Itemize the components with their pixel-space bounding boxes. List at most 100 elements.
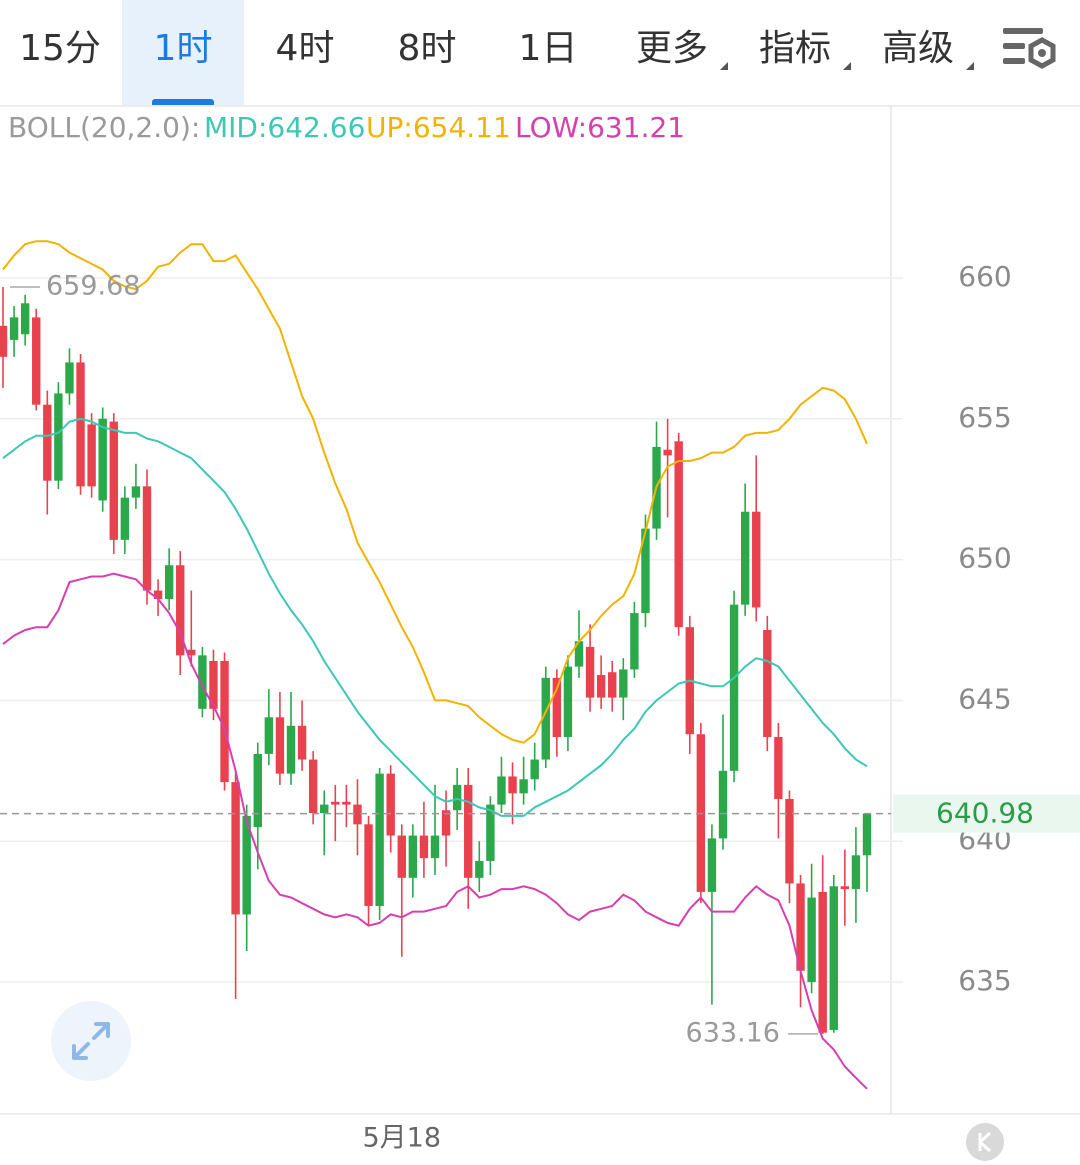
icon-bar bbox=[1003, 58, 1025, 64]
candle-body bbox=[87, 424, 96, 487]
expand-circle bbox=[51, 1001, 131, 1081]
candle-body bbox=[475, 860, 484, 878]
candle-body bbox=[674, 441, 683, 628]
candle-body bbox=[740, 511, 750, 605]
icon-bar bbox=[1003, 43, 1025, 49]
candle-body bbox=[774, 737, 783, 799]
last-price-box bbox=[893, 794, 1080, 833]
y-tick-label: 655 bbox=[958, 401, 1011, 434]
indicator-title: BOLL(20,2.0): bbox=[8, 111, 200, 144]
tab[interactable]: 1日 bbox=[519, 28, 578, 69]
tab[interactable]: 更多 bbox=[636, 28, 708, 69]
y-tick-label: 645 bbox=[958, 682, 1011, 715]
tab[interactable]: 1时 bbox=[154, 28, 213, 69]
candle-body bbox=[796, 883, 805, 971]
candle-body bbox=[752, 511, 761, 608]
candle-body bbox=[120, 497, 130, 540]
candle-body bbox=[574, 641, 584, 667]
tab-dropdown-caret bbox=[720, 62, 728, 70]
candle-body bbox=[264, 717, 274, 754]
tab[interactable]: 8时 bbox=[398, 28, 457, 69]
candle-body bbox=[486, 804, 495, 861]
tab[interactable]: 15分 bbox=[19, 28, 101, 69]
tab-active-bg bbox=[122, 0, 244, 105]
candle-body bbox=[242, 815, 251, 915]
candle-body bbox=[220, 660, 229, 783]
candle-body bbox=[641, 528, 650, 614]
candle-body bbox=[76, 362, 85, 487]
boll-line bbox=[2, 240, 868, 744]
tab[interactable]: 高级 bbox=[882, 28, 954, 69]
candle-body bbox=[65, 362, 74, 394]
candle-body bbox=[187, 649, 196, 656]
icon-bar bbox=[1003, 28, 1043, 34]
icon-dot bbox=[1038, 49, 1046, 57]
candle-body bbox=[807, 897, 816, 983]
k-button[interactable] bbox=[966, 1123, 1004, 1161]
candle-body bbox=[718, 770, 728, 839]
candle-body bbox=[375, 773, 384, 906]
candle-body bbox=[164, 565, 174, 600]
icon-hex bbox=[1028, 37, 1056, 69]
candle-body bbox=[452, 784, 462, 811]
indicator-legend: BOLL(20,2.0): MID:642.66UP:654.11 LOW:631… bbox=[8, 111, 685, 144]
candle-body bbox=[408, 835, 418, 878]
candle-body bbox=[519, 779, 528, 794]
candle-body bbox=[818, 891, 827, 1033]
candle-body bbox=[275, 717, 285, 774]
k-glyph bbox=[978, 1131, 992, 1153]
candle-body bbox=[297, 725, 307, 760]
candle-body bbox=[109, 421, 118, 540]
candle-body bbox=[464, 784, 473, 878]
candle-body bbox=[508, 776, 517, 794]
candle-body bbox=[840, 886, 850, 890]
candle-body bbox=[9, 317, 19, 340]
boll-line bbox=[2, 417, 868, 817]
candle-body bbox=[353, 804, 362, 825]
candle-body bbox=[851, 855, 861, 890]
candle-body bbox=[364, 824, 373, 906]
candle-body bbox=[142, 486, 152, 591]
low-label: 633.16 bbox=[686, 1017, 780, 1048]
settings-icon[interactable] bbox=[1003, 28, 1056, 69]
y-tick-label: 660 bbox=[958, 260, 1011, 293]
candle-body bbox=[209, 660, 218, 709]
candle-body bbox=[397, 835, 406, 878]
candle-body bbox=[707, 838, 717, 892]
candle-body bbox=[176, 565, 185, 656]
candle-body bbox=[585, 646, 595, 698]
candle-body bbox=[729, 604, 739, 771]
candle-body bbox=[552, 677, 562, 738]
candle-body bbox=[785, 798, 794, 884]
indicator-value: UP:654.11 bbox=[366, 111, 511, 144]
candle-body bbox=[386, 773, 395, 836]
expand-arrows bbox=[72, 1022, 110, 1060]
candle-body bbox=[441, 810, 451, 836]
candle-body bbox=[342, 801, 351, 805]
indicator-value: LOW:631.21 bbox=[515, 111, 685, 144]
candle-body bbox=[98, 418, 107, 501]
candle-body bbox=[131, 486, 141, 498]
indicator-value: MID:642.66 bbox=[204, 111, 365, 144]
candle-body bbox=[862, 813, 872, 856]
candle-body bbox=[54, 393, 63, 481]
candle-body bbox=[0, 325, 8, 357]
x-tick-label: 5月18 bbox=[362, 1123, 441, 1154]
candle-body bbox=[286, 725, 296, 774]
candle-body bbox=[630, 613, 639, 670]
high-label: 659.68 bbox=[46, 270, 140, 301]
expand-button[interactable] bbox=[51, 1001, 131, 1081]
last-price-label: 640.98 bbox=[936, 797, 1034, 830]
candle-body bbox=[619, 669, 628, 698]
tab[interactable]: 指标 bbox=[759, 28, 831, 69]
tab[interactable]: 4时 bbox=[276, 28, 335, 69]
tab-dropdown-caret bbox=[966, 62, 974, 70]
candle-body bbox=[763, 629, 772, 738]
k-circle bbox=[966, 1123, 1004, 1161]
candle-body bbox=[253, 753, 262, 828]
candle-body bbox=[32, 317, 41, 405]
tab-bar: 15分 1时 4时 8时 1日 更多 指标 高级 bbox=[19, 0, 974, 107]
candle-body bbox=[419, 835, 429, 859]
